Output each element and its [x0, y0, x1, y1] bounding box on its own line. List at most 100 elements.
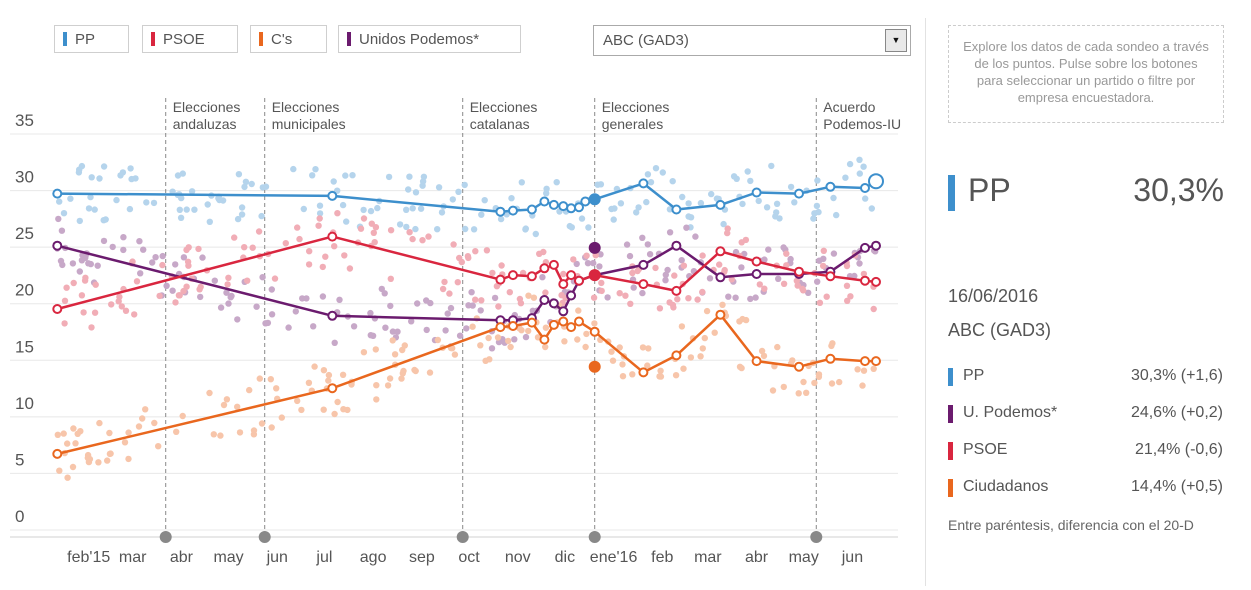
- poll-dot: [238, 211, 246, 218]
- poll-dot: [768, 162, 775, 170]
- event-label: Acuerdo: [823, 99, 875, 115]
- filter-button-cs[interactable]: C's: [250, 25, 327, 53]
- poll-dot: [368, 220, 375, 227]
- series-point: [539, 263, 550, 274]
- series-point: [825, 271, 836, 282]
- poll-dot: [56, 467, 63, 474]
- poll-dot: [173, 428, 180, 435]
- poll-dot: [583, 252, 590, 259]
- poll-dot: [70, 425, 77, 432]
- poll-dot: [331, 339, 338, 346]
- poll-dot: [755, 197, 762, 205]
- poll-dot: [597, 181, 605, 188]
- poll-dot: [104, 457, 111, 464]
- poll-dot: [724, 225, 731, 232]
- poll-dot: [829, 340, 836, 347]
- poll-dot: [88, 174, 95, 181]
- filter-button-unidos-podemos[interactable]: Unidos Podemos*: [338, 25, 521, 53]
- legend-row-psoe: PSOE 21,4% (-0,6): [948, 441, 1223, 463]
- poll-dot: [435, 184, 443, 191]
- poll-dot: [82, 274, 89, 281]
- poll-dot: [306, 248, 313, 255]
- poll-dot: [659, 169, 666, 176]
- poll-dot: [763, 204, 771, 211]
- legend-swatch-pp: [948, 368, 953, 386]
- poll-dot: [800, 378, 807, 386]
- poll-dot: [256, 375, 263, 382]
- poll-dot: [69, 463, 77, 471]
- series-line: [57, 313, 876, 456]
- poll-dot: [172, 261, 179, 268]
- poll-dot: [539, 274, 546, 281]
- x-tick-label: may: [789, 549, 819, 566]
- pollster-select-value: ABC (GAD3): [603, 32, 689, 49]
- poll-dot: [560, 270, 567, 278]
- poll-dot: [426, 369, 434, 376]
- poll-dot: [868, 205, 875, 212]
- event-label: Elecciones: [173, 99, 241, 115]
- poll-dot: [644, 241, 651, 248]
- poll-dot: [357, 225, 365, 232]
- poll-dot: [701, 334, 708, 342]
- chevron-down-icon[interactable]: ▼: [885, 29, 907, 52]
- pp-swatch: [63, 32, 67, 46]
- legend-swatch-podemos: [948, 405, 953, 423]
- poll-dot: [100, 237, 108, 245]
- poll-dot: [340, 406, 347, 413]
- y-tick-label: 25: [15, 224, 34, 243]
- poll-dot: [483, 247, 491, 254]
- poll-dot: [385, 173, 393, 181]
- series-point: [860, 275, 870, 286]
- poll-dot: [409, 205, 416, 212]
- series-point: [638, 178, 649, 189]
- poll-dot: [488, 345, 496, 352]
- selected-party-value: 30,3%: [1133, 172, 1224, 208]
- poll-dot: [508, 195, 515, 202]
- poll-dot: [387, 227, 395, 234]
- poll-dot: [381, 290, 388, 297]
- poll-dot: [461, 181, 468, 189]
- poll-dot: [55, 215, 62, 223]
- poll-dot: [583, 330, 590, 338]
- poll-dot: [231, 234, 238, 241]
- poll-dot: [525, 292, 532, 299]
- poll-dot: [814, 278, 821, 285]
- filter-label-unidos-podemos: Unidos Podemos*: [359, 30, 480, 48]
- poll-dot: [54, 431, 61, 438]
- event-label: Elecciones: [470, 99, 538, 115]
- pollster-select[interactable]: ABC (GAD3) ▼: [593, 25, 911, 56]
- series-point: [715, 199, 726, 210]
- poll-dot: [169, 188, 176, 195]
- x-tick-label: abr: [745, 549, 769, 566]
- poll-dot: [859, 382, 866, 389]
- poll-dot: [711, 329, 718, 336]
- poll-dot: [106, 450, 114, 458]
- poll-dot: [608, 348, 615, 355]
- poll-dot: [60, 210, 68, 217]
- series-point: [574, 275, 584, 286]
- poll-dot: [220, 401, 228, 409]
- poll-dot: [334, 398, 341, 406]
- filter-button-pp[interactable]: PP: [54, 25, 129, 53]
- poll-dot: [417, 205, 425, 212]
- poll-dot: [80, 309, 87, 316]
- series-point: [327, 231, 338, 242]
- selected-party-color-bar: [948, 175, 955, 211]
- poll-dot: [423, 326, 430, 334]
- filter-button-psoe[interactable]: PSOE: [142, 25, 238, 53]
- poll-dot: [532, 230, 539, 238]
- poll-dot: [372, 346, 379, 353]
- poll-dot: [367, 207, 375, 215]
- poll-dot: [793, 277, 800, 284]
- poll-dot: [78, 162, 86, 170]
- poll-dot: [773, 209, 780, 216]
- poll-dot: [120, 246, 127, 254]
- election-result-dot: [588, 269, 601, 282]
- poll-dot: [596, 263, 603, 270]
- poll-dot: [248, 180, 255, 188]
- poll-dot: [88, 324, 95, 331]
- poll-dot: [316, 215, 323, 222]
- poll-dot: [634, 267, 641, 275]
- poll-dot: [657, 367, 664, 374]
- poll-dot: [419, 178, 427, 185]
